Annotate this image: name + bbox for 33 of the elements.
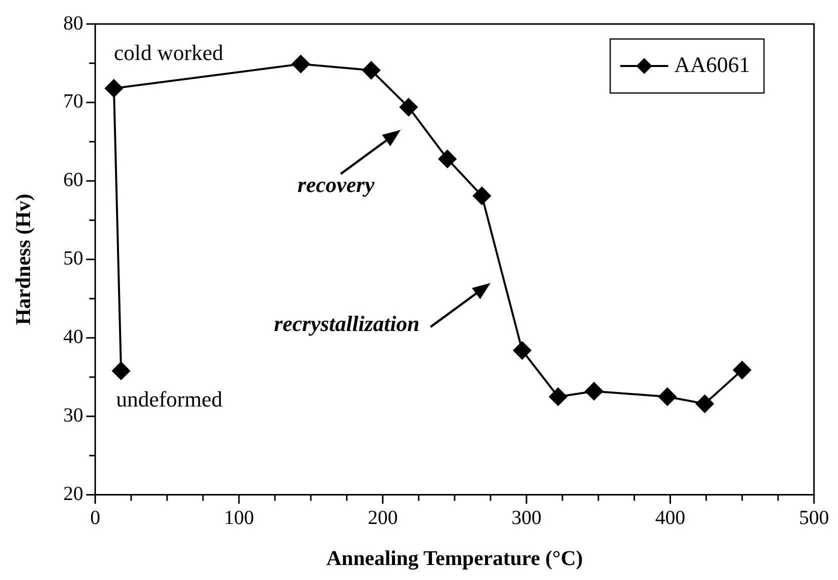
- annotation: undeformed: [116, 386, 222, 412]
- y-tick-label: 50: [63, 248, 84, 270]
- x-tick-label: 500: [799, 507, 829, 530]
- x-tick-label: 100: [224, 507, 254, 530]
- y-tick-label: 30: [63, 404, 84, 427]
- y-tick-label: 80: [63, 12, 84, 34]
- y-tick-label: 40: [63, 326, 84, 348]
- annotation: recrystallization: [274, 311, 420, 336]
- y-tick-label: 70: [63, 90, 84, 113]
- point: [513, 341, 532, 360]
- y-axis-title: Hardness (Hv): [11, 194, 36, 326]
- point: [696, 394, 714, 413]
- x-tick-label: 200: [368, 507, 398, 530]
- point: [112, 362, 130, 380]
- x-tick-label: 300: [511, 507, 542, 530]
- y-tick-label: 60: [63, 169, 84, 192]
- x-tick-label: 400: [655, 507, 686, 530]
- point: [292, 55, 310, 74]
- point: [104, 79, 123, 98]
- point: [472, 186, 491, 205]
- point: [362, 61, 380, 80]
- point: [400, 98, 418, 116]
- x-tick-label: 0: [90, 507, 100, 530]
- point: [585, 382, 604, 400]
- x-axis-title: Annealing Temperature (°C): [326, 546, 583, 570]
- point: [438, 150, 456, 168]
- annotation: cold worked: [114, 40, 224, 66]
- point: [549, 388, 568, 406]
- point: [733, 361, 752, 380]
- point: [658, 388, 676, 406]
- annotation: recovery: [298, 172, 375, 198]
- y-tick-label: 20: [63, 483, 84, 506]
- legend-label: AA6061: [674, 52, 750, 77]
